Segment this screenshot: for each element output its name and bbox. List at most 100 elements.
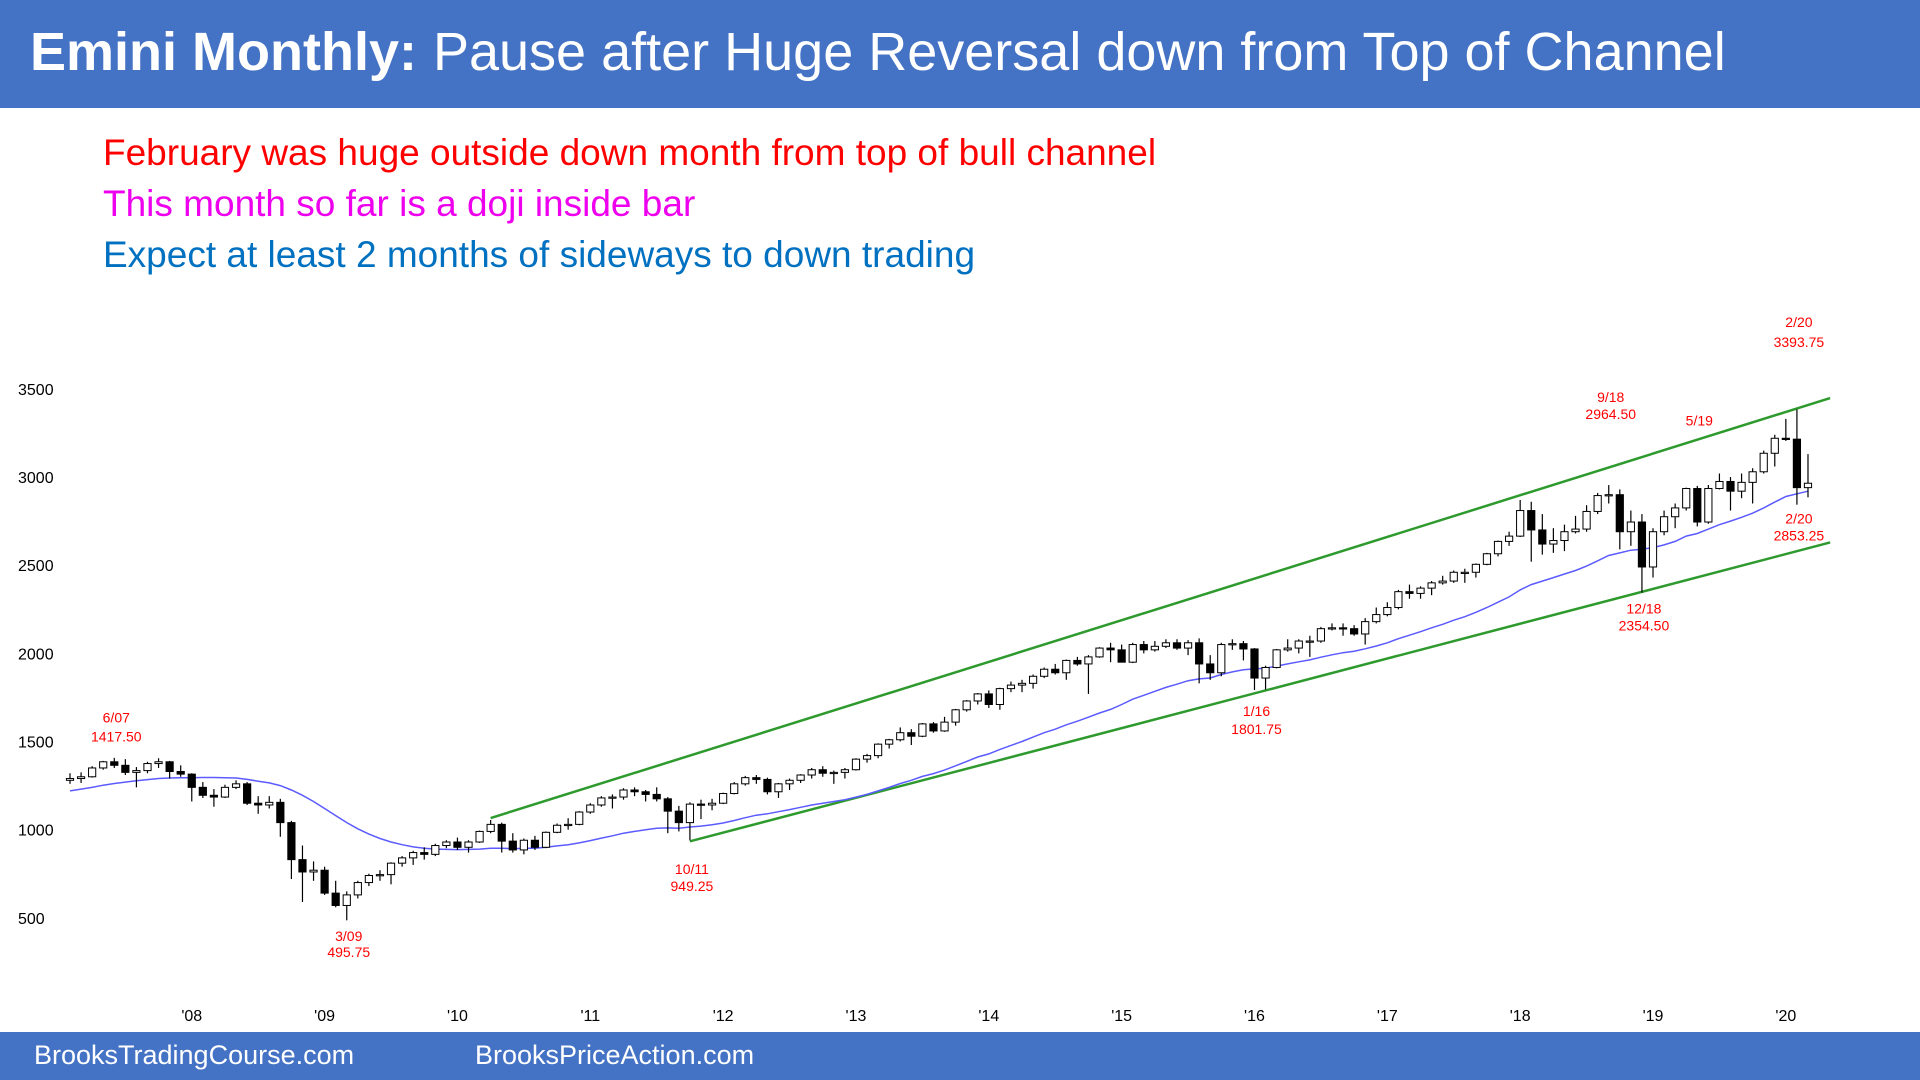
candle-body (1117, 649, 1126, 663)
candle-body (1682, 488, 1691, 509)
annotation-value: 2964.50 (1585, 406, 1636, 422)
candle-body (1139, 644, 1148, 651)
candle-body (973, 693, 982, 702)
candle-body (1527, 510, 1536, 531)
candle-body (1704, 488, 1713, 523)
candle-body (774, 783, 783, 793)
candle-body (76, 776, 86, 780)
candle-body (475, 830, 484, 843)
channel-line (490, 396, 1831, 820)
candle-body (630, 789, 639, 793)
candle-body (1438, 580, 1447, 584)
candle-body (110, 761, 119, 766)
candle-body (431, 845, 440, 855)
candle-body (1516, 510, 1525, 537)
candle-body (1538, 529, 1547, 545)
annotation-date: 2/20 (1785, 314, 1812, 330)
x-tick-label: '09 (314, 1008, 335, 1025)
candle-body (486, 823, 495, 832)
candle-body (265, 801, 274, 806)
candle-body (497, 823, 506, 842)
candle-body (1460, 571, 1469, 574)
candle-body (220, 786, 230, 798)
candle-body (1604, 494, 1613, 497)
candle-body (1217, 644, 1226, 674)
candle-body (564, 823, 573, 827)
candle-body (874, 743, 883, 757)
candle-body (298, 859, 307, 873)
candle-body (785, 779, 794, 785)
candle-body (1549, 540, 1558, 545)
candle-body (1350, 628, 1359, 635)
candle-body (364, 875, 373, 884)
candle-body (763, 778, 772, 793)
annotation-value: 1417.50 (91, 729, 142, 745)
x-tick-label: '13 (846, 1008, 867, 1025)
candle-body (1084, 656, 1093, 665)
candle-body (1316, 628, 1326, 642)
candle-body (885, 739, 894, 745)
candle-body (619, 789, 628, 798)
y-tick-label: 3000 (18, 470, 54, 487)
x-tick-label: '11 (580, 1008, 600, 1025)
candle-body (1294, 640, 1303, 649)
candle-body (254, 802, 263, 806)
candle-body (1626, 521, 1635, 533)
annotation-value: 3393.75 (1774, 334, 1825, 350)
candle-body (929, 723, 938, 732)
candle-body (1261, 666, 1270, 679)
y-tick-label: 1000 (18, 823, 54, 840)
y-tick-label: 3500 (18, 382, 54, 399)
candle-body (287, 822, 296, 861)
candle-body (1471, 563, 1480, 573)
candle-body (1383, 607, 1392, 616)
annotation-date: 10/11 (675, 861, 709, 877)
candle-body (685, 803, 695, 824)
candle-body (1582, 510, 1591, 530)
footer-band (0, 1032, 1920, 1080)
note: February was huge outside down month fro… (103, 132, 1156, 173)
annotation-date: 1/16 (1243, 703, 1270, 719)
y-tick-label: 500 (18, 911, 45, 928)
candle-body (818, 769, 827, 774)
annotation-date: 12/18 (1626, 600, 1661, 616)
candle-body (1361, 621, 1370, 635)
annotation-value: 2853.25 (1774, 527, 1825, 543)
candle-body (508, 840, 517, 851)
candle-body (519, 839, 528, 851)
candle-body (907, 732, 916, 737)
candle-body (1028, 675, 1038, 684)
candle-body (918, 723, 927, 737)
candle-body (1128, 644, 1137, 663)
candle-body (1372, 614, 1381, 623)
candle-body (984, 693, 993, 705)
note: Expect at least 2 months of sideways to … (103, 234, 975, 275)
moving-average (69, 490, 1809, 851)
candle-body (1737, 481, 1746, 492)
candle-body (807, 769, 816, 776)
candle-body (1172, 642, 1182, 649)
candle-body (1161, 642, 1171, 647)
candle-body (176, 770, 185, 775)
candle-body (276, 801, 285, 824)
candle-body (1659, 516, 1669, 533)
annotation-value: 2354.50 (1619, 617, 1670, 633)
y-tick-label: 2000 (18, 646, 54, 663)
candle-body (398, 857, 407, 864)
candle-body (342, 894, 351, 906)
candle-body (1427, 582, 1436, 589)
candle-body (962, 700, 971, 711)
candle-body (829, 771, 838, 775)
candle-body (674, 810, 683, 824)
candle-body (1250, 648, 1259, 679)
candle-body (1195, 642, 1204, 665)
candle-body (1482, 553, 1492, 565)
candle-body (1748, 471, 1757, 483)
candle-body (1228, 643, 1237, 646)
candle-body (608, 796, 617, 799)
annotation-date: 3/09 (335, 928, 362, 944)
candle-body (154, 761, 163, 765)
candle-body (1239, 643, 1248, 650)
